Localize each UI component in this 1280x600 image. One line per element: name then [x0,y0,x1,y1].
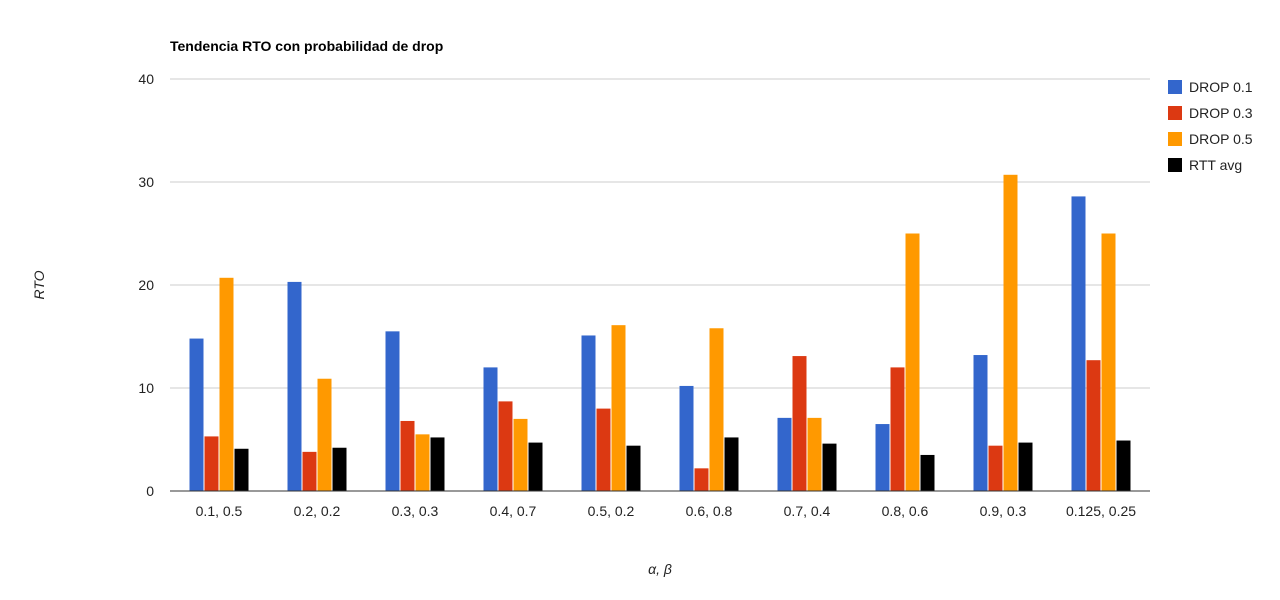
bar [302,451,317,491]
bar [973,355,988,491]
legend: DROP 0.1 DROP 0.3 DROP 0.5 RTT avg [1168,79,1253,173]
bar [1116,440,1131,491]
bar [920,454,935,491]
y-axis-ticks: 0 10 20 30 40 [138,71,154,499]
legend-swatch [1168,80,1182,94]
bar [1086,360,1101,491]
x-tick-label: 0.4, 0.7 [490,503,537,519]
bar [875,424,890,491]
x-axis-ticks: 0.1, 0.5 0.2, 0.2 0.3, 0.3 0.4, 0.7 0.5, 0.2… [196,503,1137,519]
bar [581,335,596,491]
legend-label: DROP 0.1 [1189,79,1253,95]
bar [1071,196,1086,492]
bar [528,442,543,491]
bar [1101,233,1116,491]
bar [219,277,234,491]
x-tick-label: 0.2, 0.2 [294,503,341,519]
y-axis-label: RTO [31,270,47,299]
legend-swatch [1168,106,1182,120]
x-tick-label: 0.3, 0.3 [392,503,439,519]
bar [1018,442,1033,491]
x-tick-label: 0.125, 0.25 [1066,503,1136,519]
bar [204,436,219,491]
y-tick-label: 0 [146,483,154,499]
y-tick-label: 40 [138,71,154,87]
chart-title: Tendencia RTO con probabilidad de drop [170,38,443,54]
bar [822,443,837,491]
bar [400,420,415,491]
x-axis-label: α, β [648,561,672,577]
bar [513,418,528,491]
bar [498,401,513,491]
bar [332,447,347,491]
bar [890,367,905,491]
bar [317,378,332,491]
x-tick-label: 0.9, 0.3 [980,503,1027,519]
x-tick-label: 0.7, 0.4 [784,503,831,519]
x-tick-label: 0.6, 0.8 [686,503,733,519]
bar [1003,174,1018,492]
bar [679,385,694,491]
bar [792,356,807,491]
x-tick-label: 0.5, 0.2 [588,503,635,519]
legend-label: DROP 0.3 [1189,105,1253,121]
bar [777,417,792,491]
bar [807,417,822,491]
legend-label: DROP 0.5 [1189,131,1253,147]
x-tick-label: 0.1, 0.5 [196,503,243,519]
bar [724,437,739,491]
bar [905,233,920,491]
bar [287,281,302,491]
bar [626,445,641,491]
legend-swatch [1168,158,1182,172]
bar [415,434,430,491]
gridlines [170,78,1150,389]
bar [596,408,611,491]
y-tick-label: 30 [138,174,154,190]
x-tick-label: 0.8, 0.6 [882,503,929,519]
bar [189,338,204,491]
bar [430,437,445,491]
legend-swatch [1168,132,1182,146]
bar [385,331,400,491]
bar [709,328,724,491]
bar [611,325,626,491]
bar [483,367,498,491]
legend-label: RTT avg [1189,157,1242,173]
y-tick-label: 20 [138,277,154,293]
bar [694,468,709,491]
bar [234,448,249,491]
bars [189,174,1131,492]
bar [988,445,1003,491]
y-tick-label: 10 [138,380,154,396]
